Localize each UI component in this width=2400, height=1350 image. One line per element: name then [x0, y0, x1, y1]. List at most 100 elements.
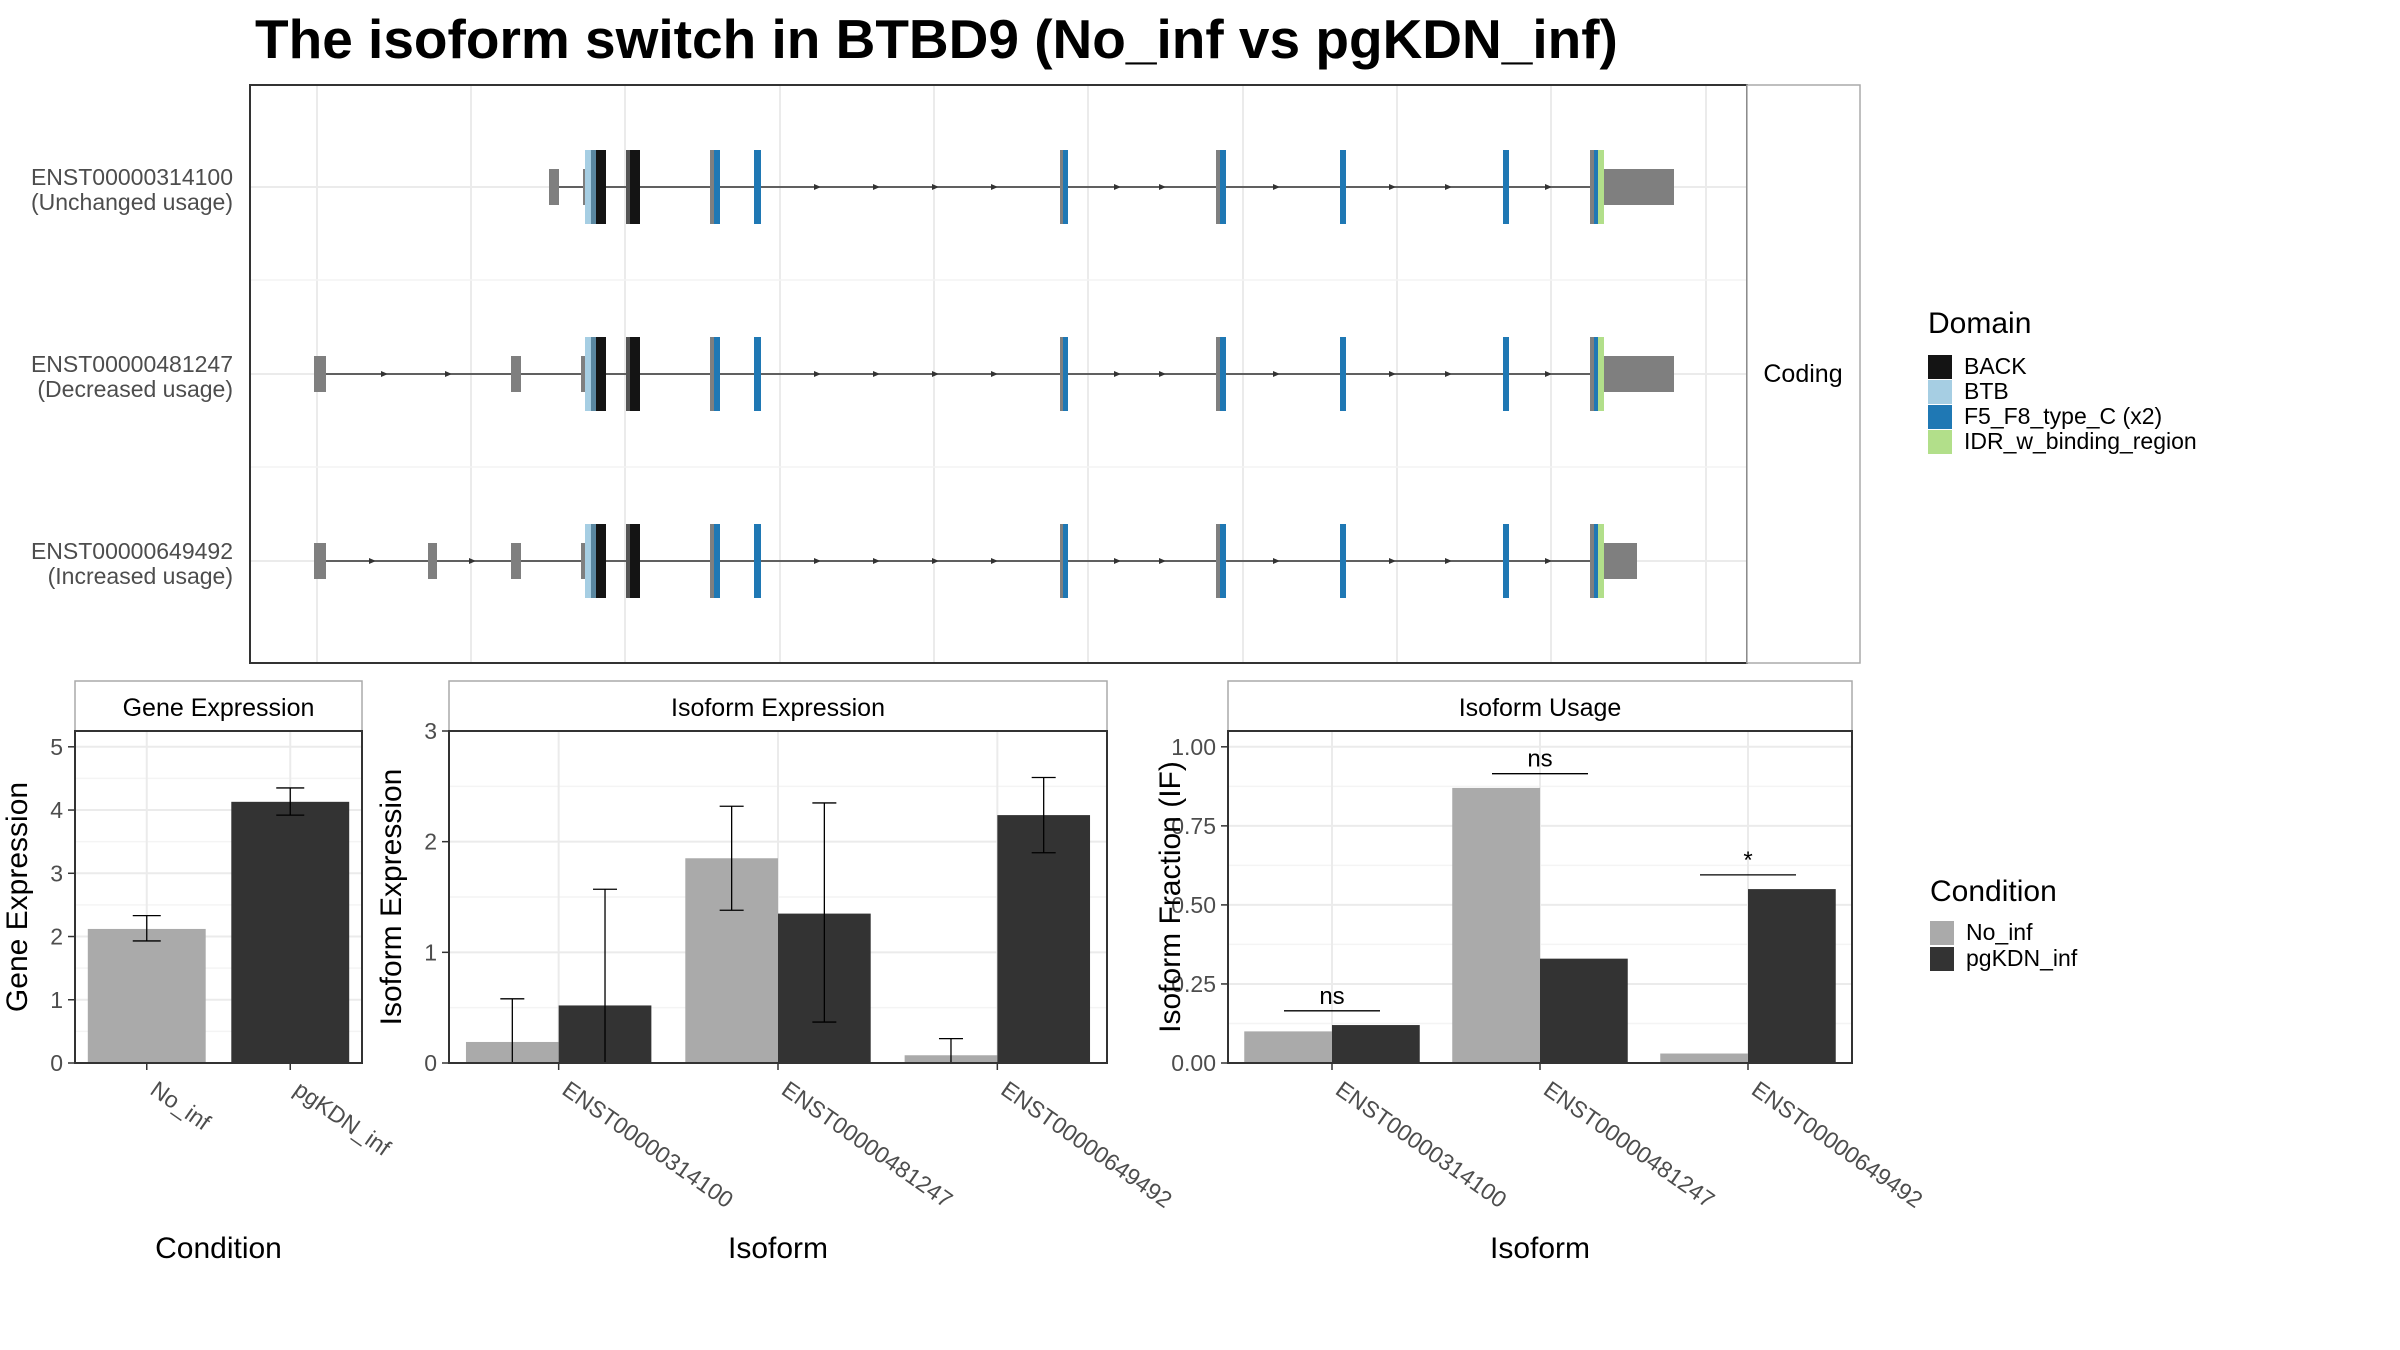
- intron-arrow: [1389, 558, 1396, 564]
- bar-pgKDN_inf-ENST00000649492: [997, 815, 1091, 1063]
- y-axis-title: Gene Expression: [1, 782, 34, 1012]
- domain-legend-label: IDR_w_binding_region: [1964, 428, 2197, 454]
- domain-exon: [1060, 150, 1063, 224]
- intron-arrow: [1445, 184, 1452, 190]
- intron-arrow: [1545, 558, 1552, 564]
- domain-exon: [596, 150, 606, 224]
- isoform-row-label: ENST00000314100: [31, 164, 233, 190]
- significance-label: *: [1743, 847, 1752, 874]
- domain-exon: [1220, 337, 1226, 411]
- y-tick-label: 1: [50, 987, 63, 1013]
- x-tick-label: ENST00000649492: [996, 1076, 1176, 1213]
- condition-legend-label: No_inf: [1966, 919, 2033, 945]
- domain-exon: [1220, 150, 1226, 224]
- condition-legend-key: [1930, 921, 1954, 945]
- domain-exon: [630, 524, 640, 598]
- utr-3prime: [1604, 169, 1674, 205]
- domain-exon: [591, 150, 596, 224]
- domain-exon: [585, 337, 591, 411]
- y-tick-label: 5: [50, 734, 63, 760]
- isoform-usage-label: (Increased usage): [48, 563, 233, 589]
- domain-exon: [754, 150, 761, 224]
- domain-exon: [585, 150, 591, 224]
- domain-exon: [1594, 337, 1598, 411]
- domain-exon: [1594, 524, 1598, 598]
- intron-arrow: [1273, 371, 1280, 377]
- noncoding-exon: [511, 356, 521, 392]
- domain-exon: [596, 524, 606, 598]
- intron-arrow: [1389, 184, 1396, 190]
- domain-exon: [754, 337, 761, 411]
- bar-No_inf-ENST00000314100: [1244, 1031, 1332, 1063]
- panel-strip: [448, 680, 1108, 732]
- domain-legend-key: [1928, 380, 1952, 404]
- intron-arrow: [873, 371, 880, 377]
- intron-arrow: [932, 184, 939, 190]
- panel-strip-label: Isoform Usage: [1459, 694, 1622, 722]
- bar-pgKDN_inf-ENST00000481247: [1540, 958, 1628, 1063]
- intron-arrow: [1273, 184, 1280, 190]
- isoform-usage-label: (Decreased usage): [37, 376, 233, 402]
- y-tick-label: 0.00: [1171, 1050, 1216, 1076]
- intron-arrow: [1114, 371, 1121, 377]
- domain-exon: [1216, 524, 1220, 598]
- intron-arrow: [1445, 371, 1452, 377]
- utr-exon-edge: [581, 543, 585, 579]
- intron-arrow: [814, 558, 821, 564]
- domain-legend-key: [1928, 430, 1952, 454]
- facet-strip-label: Coding: [1763, 360, 1842, 388]
- domain-exon: [1590, 524, 1594, 598]
- intron-arrow: [381, 371, 388, 377]
- domain-exon: [630, 150, 640, 224]
- x-tick-label: ENST00000481247: [1539, 1076, 1719, 1213]
- intron-arrow: [1114, 184, 1121, 190]
- panel-0: Gene Expression 0 1 2 3 4 5 No_inf pgKDN_inf Cond…: [1, 680, 396, 1265]
- intron-arrow: [932, 371, 939, 377]
- domain-exon: [1503, 524, 1509, 598]
- noncoding-exon: [511, 543, 521, 579]
- domain-exon: [1598, 150, 1604, 224]
- significance-label: ns: [1319, 983, 1344, 1010]
- y-tick-label: 4: [50, 797, 63, 823]
- domain-legend-key: [1928, 405, 1952, 429]
- domain-exon: [714, 337, 720, 411]
- domain-exon: [585, 524, 591, 598]
- domain-legend-title: Domain: [1928, 307, 2031, 340]
- panel-strip-label: Isoform Expression: [671, 694, 885, 722]
- domain-exon: [626, 524, 630, 598]
- isoform-structure-panel: ENST00000314100(Unchanged usage) ENST0000…: [31, 84, 1861, 664]
- x-tick-label: ENST00000314100: [558, 1076, 738, 1213]
- isoform-track-ENST00000649492: [314, 524, 1637, 598]
- y-tick-label: 0: [424, 1050, 437, 1076]
- condition-legend-key: [1930, 947, 1954, 971]
- x-tick-label: ENST00000649492: [1747, 1076, 1927, 1213]
- y-axis-title: Isoform Expression: [375, 769, 408, 1026]
- y-tick-label: 2: [50, 924, 63, 950]
- bar-No_inf: [87, 928, 206, 1063]
- domain-exon: [714, 524, 720, 598]
- domain-exon: [1598, 524, 1604, 598]
- y-tick-label: 2: [424, 829, 437, 855]
- noncoding-exon: [428, 543, 437, 579]
- figure-title: The isoform switch in BTBD9 (No_inf vs p…: [255, 8, 1618, 70]
- domain-exon: [626, 150, 630, 224]
- domain-exon: [1340, 337, 1346, 411]
- domain-exon: [1590, 337, 1594, 411]
- y-tick-label: 1.00: [1171, 734, 1216, 760]
- utr-exon-edge: [581, 356, 585, 392]
- intron-arrow: [932, 558, 939, 564]
- isoform-track-ENST00000314100: [549, 150, 1674, 224]
- domain-exon: [1590, 150, 1594, 224]
- domain-exon: [710, 337, 714, 411]
- domain-exon: [591, 337, 596, 411]
- domain-exon: [1340, 524, 1346, 598]
- domain-exon: [1216, 150, 1220, 224]
- noncoding-exon: [314, 543, 326, 579]
- domain-exon: [1060, 337, 1063, 411]
- panel-2: Isoform Usage 0.00 0.25 0.50 0.75 1.00 ns ns * EN…: [1154, 680, 1928, 1265]
- intron-arrow: [369, 558, 376, 564]
- bar-panels: Gene Expression 0 1 2 3 4 5 No_inf pgKDN_inf Cond…: [1, 680, 1928, 1265]
- significance-label: ns: [1527, 746, 1552, 773]
